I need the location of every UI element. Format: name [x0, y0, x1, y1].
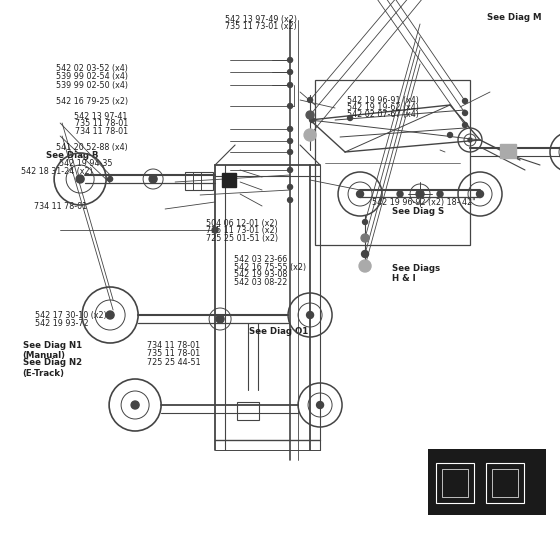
Text: See Diag N2
(E-Track): See Diag N2 (E-Track)	[22, 358, 82, 377]
Circle shape	[348, 115, 353, 120]
Circle shape	[316, 402, 324, 408]
Circle shape	[288, 69, 292, 74]
Text: 542 13 97-41: 542 13 97-41	[74, 112, 128, 121]
Circle shape	[288, 127, 292, 132]
Bar	[185, 172, 213, 190]
Bar	[428, 449, 546, 515]
Text: 542 19 19-62 (x4): 542 19 19-62 (x4)	[347, 103, 419, 112]
Circle shape	[463, 99, 468, 104]
Circle shape	[362, 250, 368, 258]
Text: 539 99 02-54 (x4): 539 99 02-54 (x4)	[56, 72, 128, 81]
Text: 539 99 02-50 (x4): 539 99 02-50 (x4)	[56, 81, 128, 90]
Text: 542 19 94-35: 542 19 94-35	[59, 159, 112, 168]
Text: 542 19 94-35: 542 19 94-35	[434, 486, 488, 495]
Circle shape	[76, 175, 84, 183]
Text: 735 11 73-01 (x2): 735 11 73-01 (x2)	[225, 22, 297, 31]
Bar	[436, 463, 474, 503]
Circle shape	[288, 167, 292, 172]
Circle shape	[288, 82, 292, 87]
Circle shape	[447, 133, 452, 138]
Text: 735 11 78-01: 735 11 78-01	[74, 119, 128, 128]
Text: 725 25 01-51 (x2): 725 25 01-51 (x2)	[206, 234, 278, 243]
Text: 542 19 96-92 (x2) 18- 42": 542 19 96-92 (x2) 18- 42"	[372, 198, 476, 207]
Circle shape	[306, 311, 314, 319]
Text: 542 19 96-91 (x4): 542 19 96-91 (x4)	[347, 96, 419, 105]
Circle shape	[216, 315, 224, 323]
Circle shape	[477, 190, 483, 198]
Circle shape	[362, 220, 367, 225]
Circle shape	[212, 227, 218, 233]
Text: 542 18 31-24 (x2): 542 18 31-24 (x2)	[21, 167, 92, 176]
Text: 734 11 78-01: 734 11 78-01	[74, 127, 128, 136]
Circle shape	[310, 118, 315, 123]
Text: See Diags
H & I: See Diags H & I	[392, 264, 440, 283]
Bar	[222, 173, 236, 187]
Bar	[492, 469, 518, 497]
Circle shape	[288, 58, 292, 63]
Text: 734 11 78-01: 734 11 78-01	[34, 202, 87, 211]
Circle shape	[288, 198, 292, 203]
Text: 542 16 75-55 (x2): 542 16 75-55 (x2)	[234, 263, 306, 272]
Text: See Diag O1: See Diag O1	[249, 327, 309, 336]
Circle shape	[288, 184, 292, 189]
Circle shape	[437, 191, 443, 197]
Text: 542 02 07-67 (x4): 542 02 07-67 (x4)	[347, 110, 419, 119]
Circle shape	[304, 129, 316, 141]
Bar	[486, 463, 524, 503]
Bar	[237, 402, 259, 420]
Text: 725 25 44-51: 725 25 44-51	[147, 358, 200, 367]
Text: See Diag S: See Diag S	[392, 207, 444, 216]
Bar	[500, 144, 516, 158]
Circle shape	[306, 111, 314, 119]
Circle shape	[357, 190, 363, 198]
Circle shape	[288, 150, 292, 155]
Bar	[442, 469, 468, 497]
Circle shape	[131, 401, 139, 409]
Circle shape	[397, 191, 403, 197]
Circle shape	[288, 138, 292, 143]
Circle shape	[468, 138, 472, 142]
Circle shape	[463, 123, 468, 128]
Text: 542 13 97-49 (x2): 542 13 97-49 (x2)	[225, 15, 297, 24]
Text: 734 11 78-01: 734 11 78-01	[147, 341, 200, 350]
Text: 542 02 03-52 (x4): 542 02 03-52 (x4)	[56, 64, 128, 73]
Text: 542 03 08-22: 542 03 08-22	[234, 278, 287, 287]
Circle shape	[106, 311, 114, 319]
Text: 542 16 79-25 (x2): 542 16 79-25 (x2)	[55, 97, 128, 106]
Bar	[315, 80, 470, 245]
Text: 504 06 12-01 (x2): 504 06 12-01 (x2)	[206, 219, 278, 228]
Circle shape	[361, 234, 369, 242]
Circle shape	[359, 260, 371, 272]
Circle shape	[307, 97, 312, 102]
Text: See Diag M: See Diag M	[487, 13, 542, 22]
Circle shape	[416, 190, 424, 198]
Circle shape	[288, 104, 292, 109]
Text: 542 19 93-08: 542 19 93-08	[234, 270, 287, 279]
Text: 542 19 93-72: 542 19 93-72	[35, 319, 88, 328]
Circle shape	[463, 110, 468, 115]
Text: 735 11 78-01: 735 11 78-01	[147, 349, 200, 358]
Circle shape	[108, 176, 113, 181]
Text: See Diag B: See Diag B	[45, 151, 98, 160]
Circle shape	[149, 175, 157, 183]
Text: (Manual Only): (Manual Only)	[434, 494, 490, 503]
Text: 735 11 73-01 (x2): 735 11 73-01 (x2)	[206, 226, 278, 235]
Text: See Diag N1
(Manual): See Diag N1 (Manual)	[22, 341, 82, 360]
Text: 542 03 23-66: 542 03 23-66	[234, 255, 287, 264]
Text: 542 17 30-10 (x2): 542 17 30-10 (x2)	[35, 311, 106, 320]
Text: 541 20 52-88 (x4): 541 20 52-88 (x4)	[56, 143, 128, 152]
